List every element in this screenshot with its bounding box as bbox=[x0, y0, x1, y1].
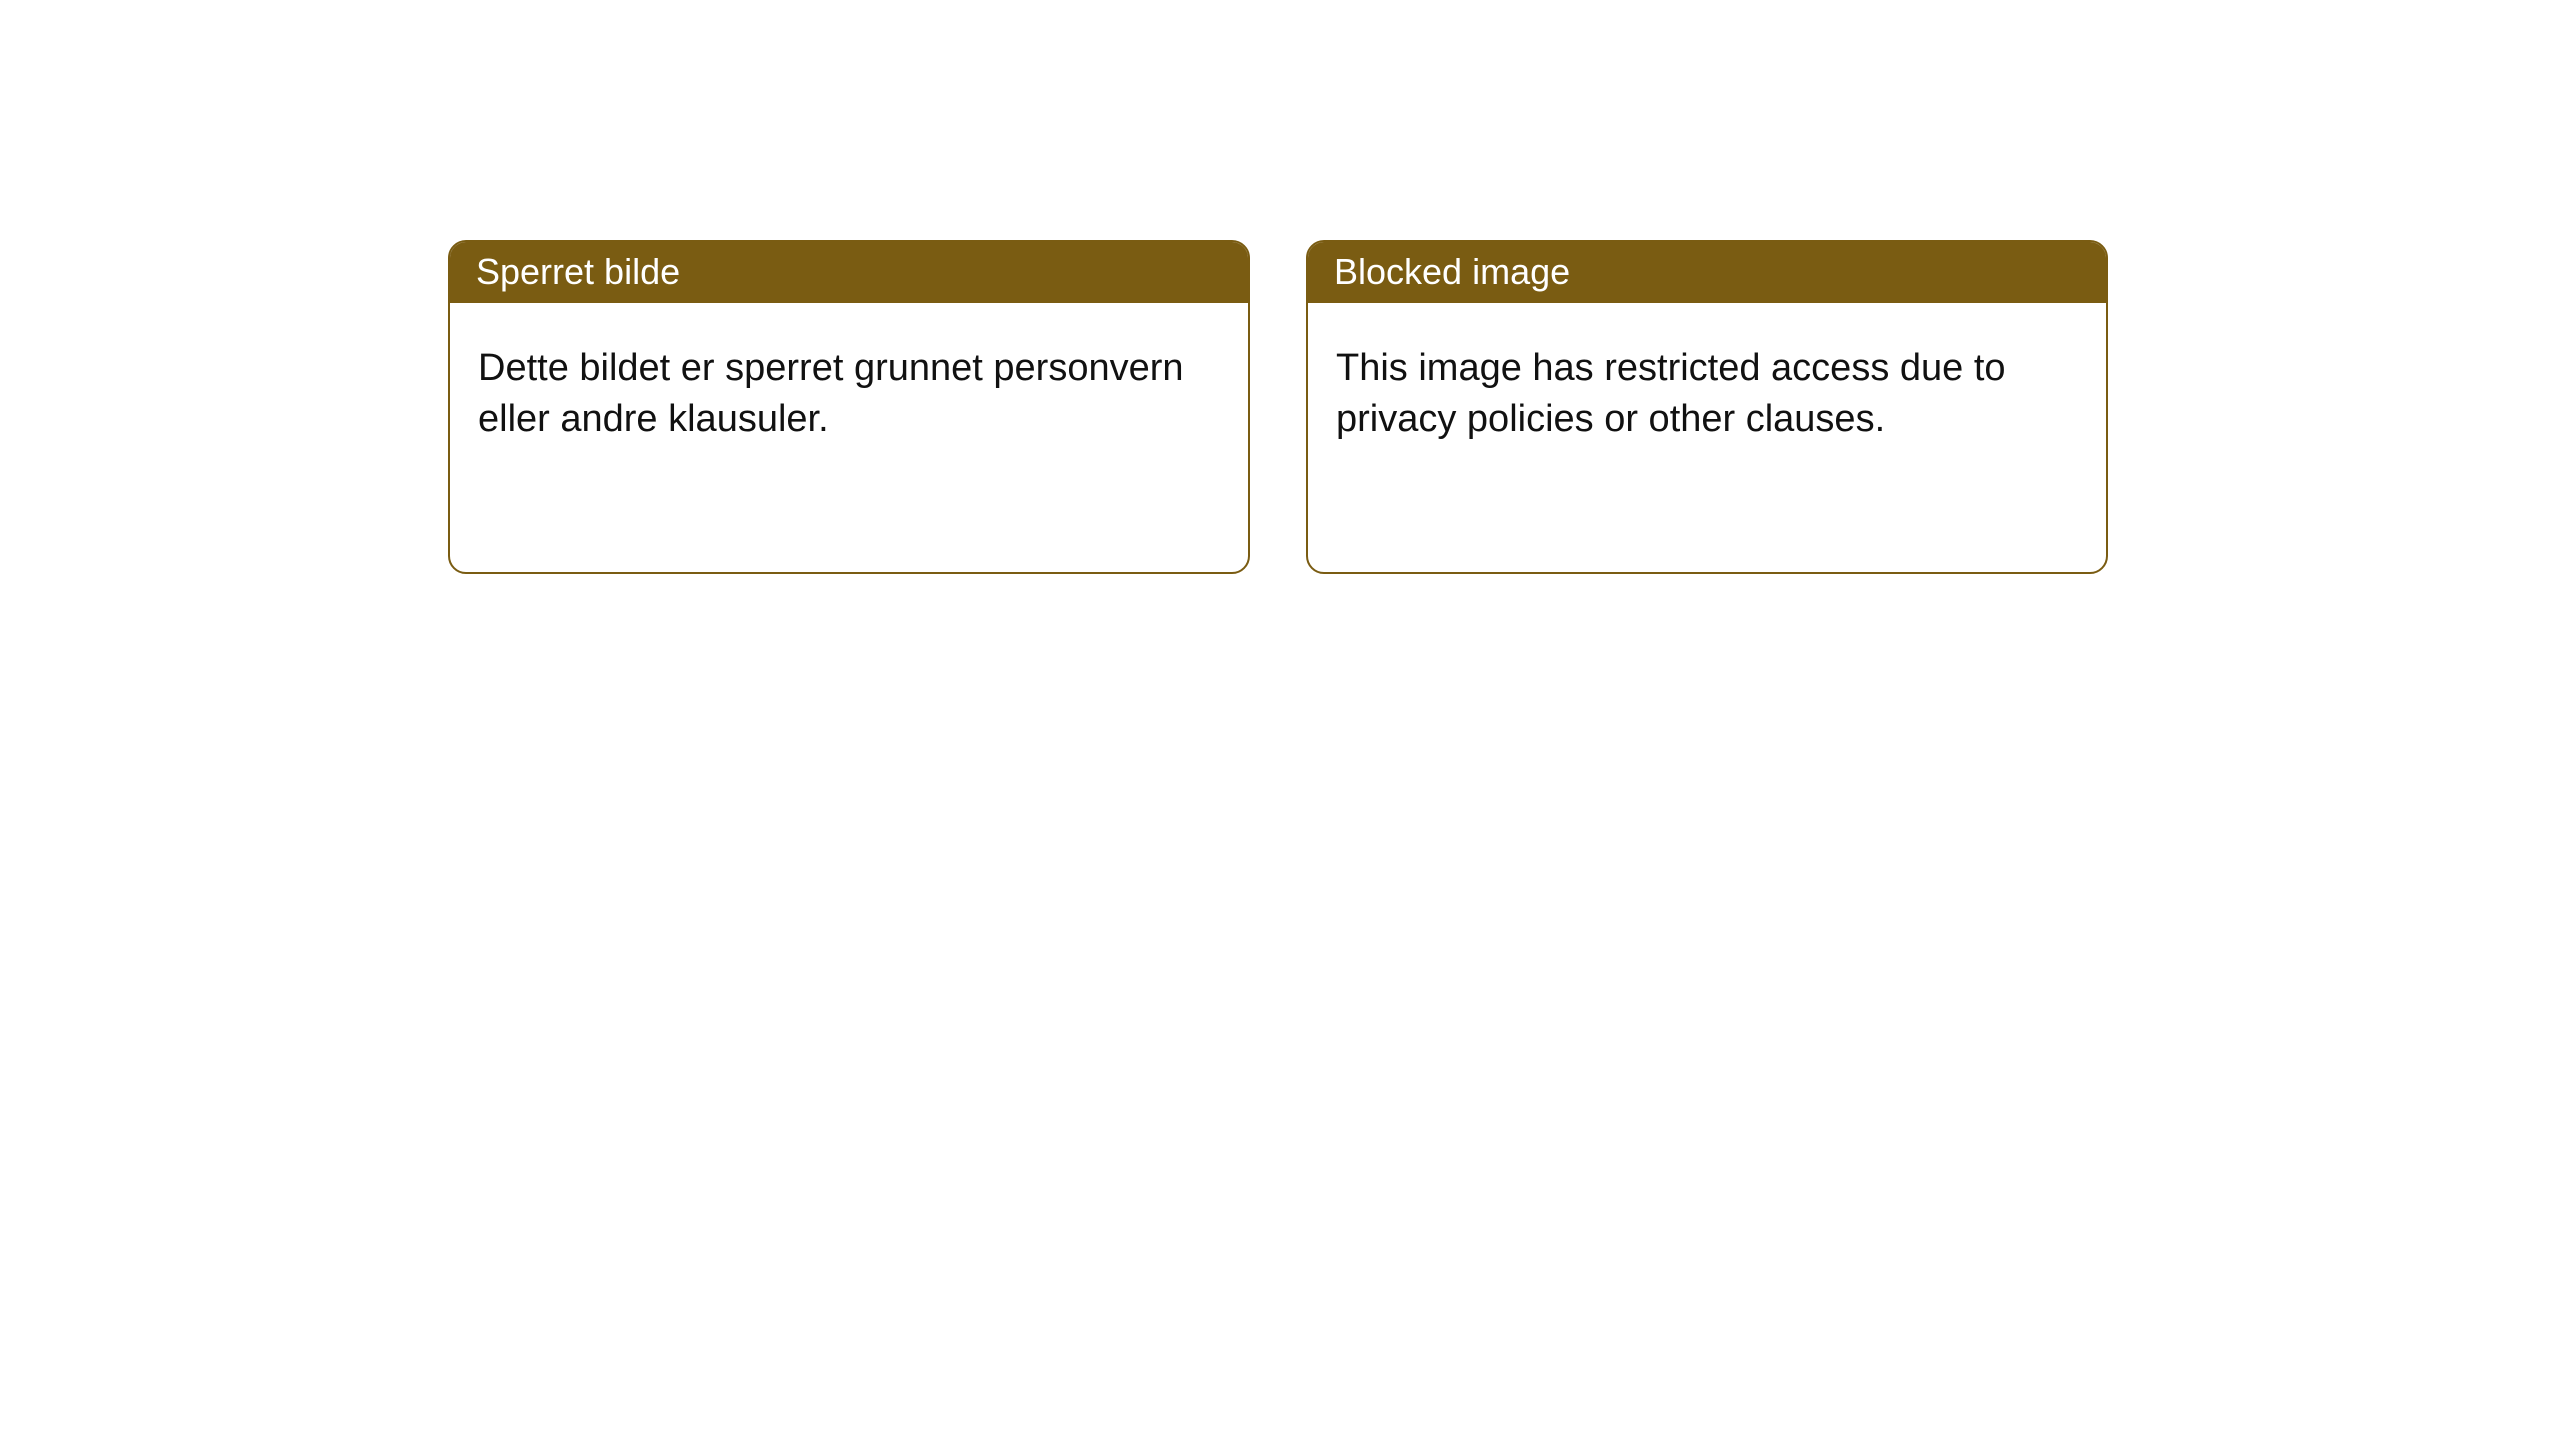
card-body-english: This image has restricted access due to … bbox=[1308, 303, 2106, 474]
blocked-image-card-norwegian: Sperret bilde Dette bildet er sperret gr… bbox=[448, 240, 1250, 574]
card-title-english: Blocked image bbox=[1308, 242, 2106, 303]
card-title-norwegian: Sperret bilde bbox=[450, 242, 1248, 303]
card-body-norwegian: Dette bildet er sperret grunnet personve… bbox=[450, 303, 1248, 474]
notice-container: Sperret bilde Dette bildet er sperret gr… bbox=[0, 0, 2560, 574]
blocked-image-card-english: Blocked image This image has restricted … bbox=[1306, 240, 2108, 574]
